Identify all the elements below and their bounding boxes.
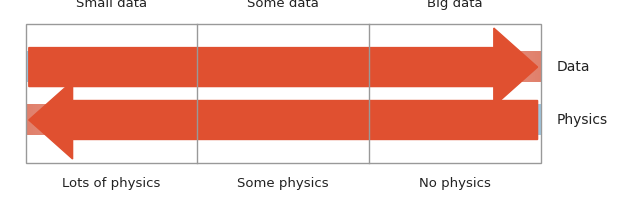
Text: Some data: Some data: [247, 0, 319, 10]
FancyArrow shape: [29, 81, 538, 159]
FancyArrow shape: [29, 28, 538, 106]
Text: Small data: Small data: [76, 0, 147, 10]
Text: Data: Data: [557, 60, 590, 74]
Text: Physics: Physics: [557, 113, 608, 127]
Text: Lots of physics: Lots of physics: [62, 177, 161, 190]
Text: Some physics: Some physics: [237, 177, 329, 190]
Text: Big data: Big data: [428, 0, 483, 10]
Bar: [26, 24, 541, 163]
Bar: [26, 24, 541, 163]
Text: No physics: No physics: [419, 177, 491, 190]
